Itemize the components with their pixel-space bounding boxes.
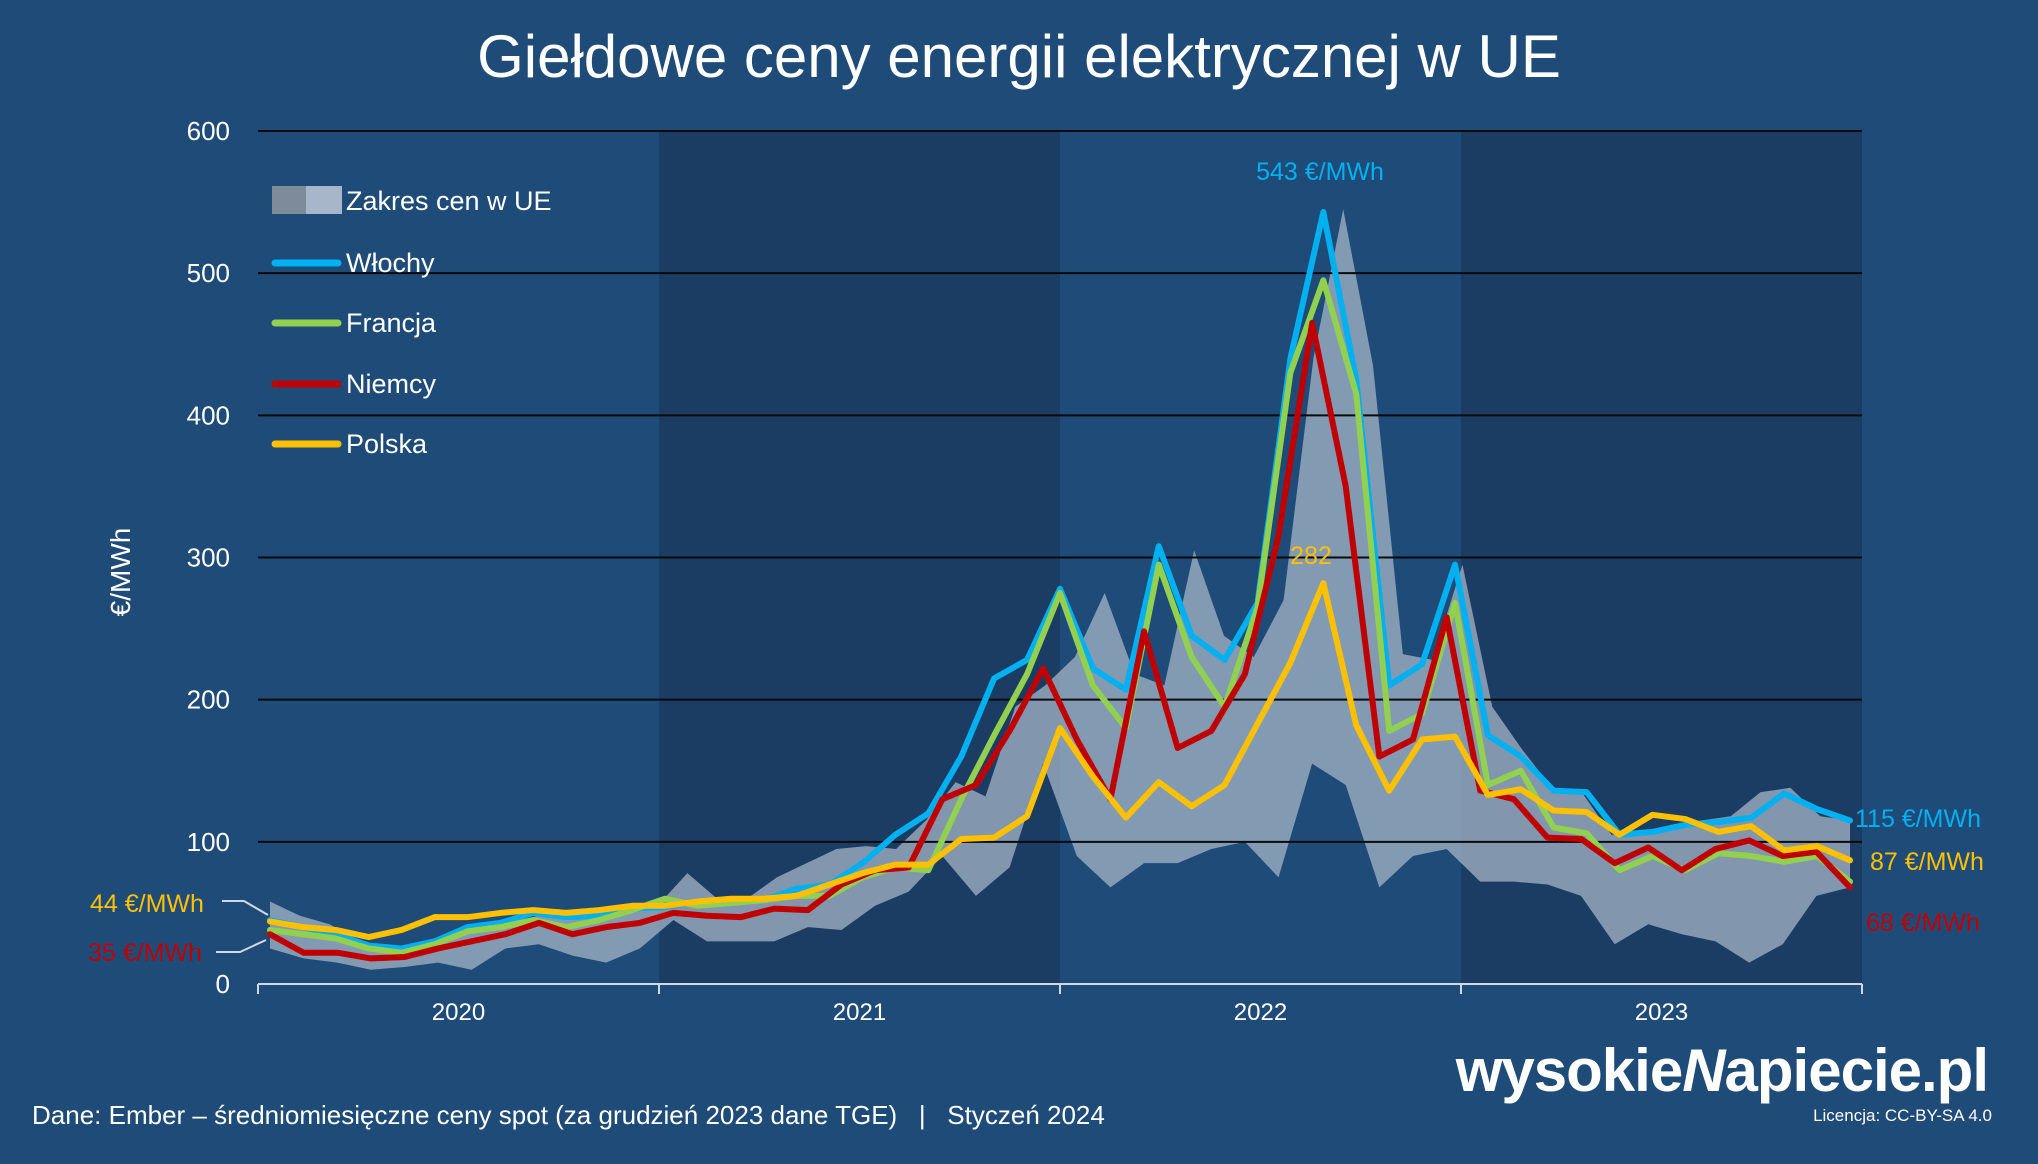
y-axis-label: €/MWh (105, 528, 136, 617)
license: Licencja: CC-BY-SA 4.0 (1813, 1106, 1992, 1125)
legend-label-Włochy: Włochy (346, 248, 435, 278)
y-tick-label: 300 (187, 543, 230, 573)
legend-label-Niemcy: Niemcy (346, 369, 437, 399)
price-range-area (270, 209, 1850, 970)
data-source: Dane: Ember – średniomiesięczne ceny spo… (32, 1100, 1105, 1130)
y-tick-label: 400 (187, 400, 230, 430)
annotation-germany-end: 68 €/MWh (1866, 909, 1980, 937)
lightning-icon: N (1682, 1037, 1725, 1104)
annotation-poland-peak: 282 (1290, 542, 1332, 570)
y-tick-label: 0 (216, 969, 230, 999)
x-tick-label-2022: 2022 (1234, 999, 1287, 1026)
legend-label-Francja: Francja (346, 308, 437, 338)
x-axis: 2020 2021 2022 2023 (257, 984, 1863, 1026)
annotation-poland-start: 44 €/MWh (90, 890, 204, 918)
annotation-italy-peak: 543 €/MWh (1256, 158, 1384, 186)
logo-text-right: apiecie.pl (1724, 1037, 1989, 1104)
legend-label-range: Zakres cen w UE (346, 186, 552, 216)
y-tick-label: 200 (187, 685, 230, 715)
x-tick-label-2023: 2023 (1635, 999, 1688, 1026)
annotation-germany-start: 35 €/MWh (88, 939, 202, 967)
leader-line-poland (222, 900, 269, 916)
series-line-Francja (267, 277, 1853, 956)
annotation-poland-end: 87 €/MWh (1870, 848, 1984, 876)
series-lines (267, 209, 1853, 962)
legend-swatch-range-light (306, 186, 342, 214)
leader-line-germany (216, 939, 267, 953)
annotations: 543 €/MWh 282 115 €/MWh 87 €/MWh 68 €/MWh 44 … (88, 158, 1984, 967)
x-tick-label-2020: 2020 (432, 999, 485, 1026)
legend-swatch-range-dark (272, 186, 306, 214)
series-line-Polska (267, 580, 1853, 941)
y-tick-label: 600 (187, 116, 230, 146)
x-tick-label-2021: 2021 (833, 999, 886, 1026)
legend-label-Polska: Polska (346, 429, 428, 459)
y-axis: 0 100 200 300 400 500 600 €/MWh (105, 116, 230, 999)
y-tick-label: 500 (187, 258, 230, 288)
y-tick-label: 100 (187, 827, 230, 857)
annotation-italy-end: 115 €/MWh (1855, 805, 1981, 833)
series-line-Niemcy (267, 319, 1853, 962)
price-range-band (270, 209, 1850, 970)
brand-logo[interactable]: wysokieNapiecie.pl (1455, 1036, 1989, 1105)
legend: Zakres cen w UE Włochy Francja Niemcy Polska (271, 186, 552, 459)
chart-title: Giełdowe ceny energii elektrycznej w UE (477, 23, 1561, 90)
logo-text-left: wysokie (1455, 1037, 1683, 1104)
